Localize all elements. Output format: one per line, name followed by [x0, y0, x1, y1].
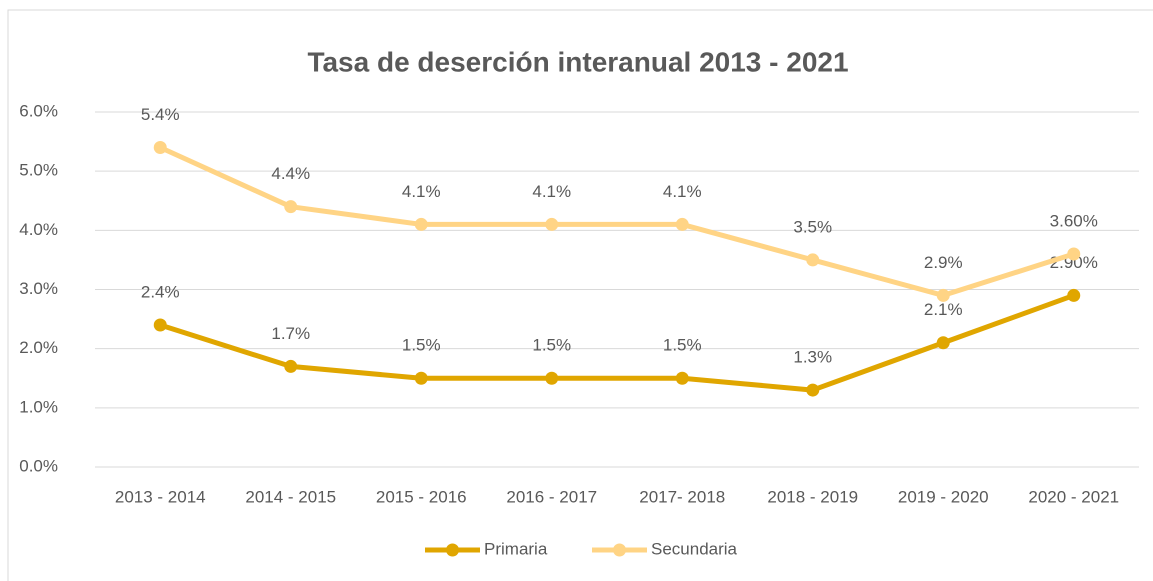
data-label: 5.4%: [141, 105, 180, 124]
x-tick-label: 2017- 2018: [639, 487, 725, 506]
data-label: 1.7%: [271, 324, 310, 343]
chart-border: [7, 9, 1153, 581]
data-label: 3.5%: [793, 217, 832, 236]
legend-label: Primaria: [484, 539, 548, 558]
data-label: 4.1%: [663, 182, 702, 201]
data-label: 1.5%: [402, 336, 441, 355]
chart-title: Tasa de deserción interanual 2013 - 2021: [307, 46, 848, 77]
data-label: 1.5%: [532, 336, 571, 355]
data-label: 2.9%: [924, 253, 963, 272]
point: [1067, 288, 1081, 302]
point: [936, 288, 950, 302]
point: [806, 253, 820, 267]
y-tick-label: 4.0%: [19, 220, 58, 239]
x-tick-label: 2015 - 2016: [376, 487, 467, 506]
point: [153, 318, 167, 332]
y-tick-label: 2.0%: [19, 338, 58, 357]
data-label: 4.4%: [271, 164, 310, 183]
data-label: 2.1%: [924, 300, 963, 319]
data-label: 1.3%: [793, 348, 832, 367]
point: [675, 371, 689, 385]
y-tick-label: 5.0%: [19, 161, 58, 180]
series-line: [159, 293, 1075, 393]
x-tick-label: 2020 - 2021: [1028, 487, 1119, 506]
x-tick-label: 2013 - 2014: [115, 487, 206, 506]
x-tick-label: 2016 - 2017: [506, 487, 597, 506]
point: [1067, 247, 1081, 261]
point: [936, 336, 950, 350]
point: [545, 371, 559, 385]
point: [414, 371, 428, 385]
y-tick-label: 6.0%: [19, 101, 58, 120]
x-tick-label: 2018 - 2019: [767, 487, 858, 506]
point: [284, 359, 298, 373]
data-label: 3.60%: [1050, 211, 1098, 230]
legend-label: Secundaria: [651, 539, 738, 558]
series-line: [159, 145, 1075, 298]
point: [153, 141, 167, 154]
point: [284, 200, 298, 214]
data-label: 4.1%: [402, 182, 441, 201]
y-tick-label: 1.0%: [19, 397, 58, 416]
legend-marker: [446, 543, 459, 557]
y-tick-label: 3.0%: [19, 279, 58, 298]
point: [675, 217, 689, 231]
legend-marker: [613, 543, 626, 557]
x-tick-label: 2014 - 2015: [245, 487, 336, 506]
point: [806, 383, 820, 397]
point: [414, 217, 428, 231]
x-tick-label: 2019 - 2020: [898, 487, 989, 506]
data-label: 1.5%: [663, 336, 702, 355]
y-tick-label: 0.0%: [19, 456, 58, 475]
data-label: 4.1%: [532, 182, 571, 201]
data-label: 2.4%: [141, 282, 180, 301]
point: [545, 217, 559, 231]
